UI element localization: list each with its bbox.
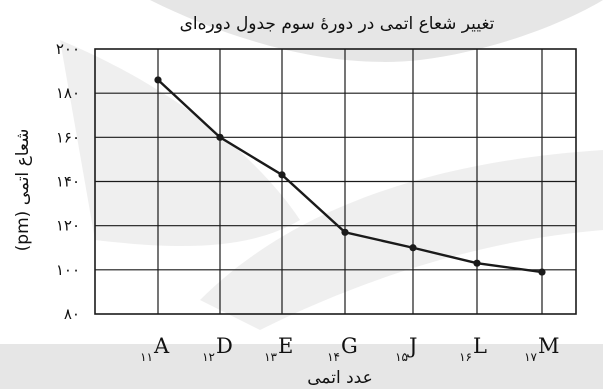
x-tick-label: A [153, 334, 170, 358]
x-tick-subscript: ۱۵ [395, 350, 408, 364]
data-point [278, 171, 286, 179]
chart-series [154, 76, 546, 276]
y-tick-label: ۱۴۰ [56, 173, 80, 191]
x-axis-label: عدد اتمی [307, 368, 373, 388]
data-point [538, 268, 546, 276]
x-tick-subscript: ۱۱ [140, 350, 153, 364]
y-tick-label: ۱۸۰ [56, 84, 80, 102]
data-point [409, 244, 417, 252]
y-tick-label: ۱۶۰ [56, 128, 80, 146]
x-tick-label: M [538, 334, 560, 358]
y-tick-label: ۸۰ [64, 305, 80, 323]
y-tick-label: ۱۲۰ [56, 217, 80, 235]
x-tick-subscript: ۱۲ [202, 350, 215, 364]
data-point [216, 133, 224, 141]
x-tick-subscript: ۱۷ [524, 350, 537, 364]
x-tick-label: D [216, 334, 233, 358]
x-tick-label: J [407, 334, 417, 358]
x-tick-label: G [341, 334, 358, 358]
x-tick-subscript: ۱۶ [459, 350, 472, 364]
data-point [341, 228, 349, 236]
chart-labels: ۸۰ ۱۰۰ ۱۲۰ ۱۴۰ ۱۶۰ ۱۸۰ ۲۰۰ ۱۱ A ۱۲ D ۱۳ E ۱۴ G ۱۵ J ۱۶ L ۱۷… [13, 14, 560, 388]
y-tick-label: ۱۰۰ [56, 261, 80, 279]
x-tick-label: L [473, 334, 487, 358]
watermark-band-bottom [0, 344, 603, 389]
y-tick-label: ۲۰۰ [56, 40, 80, 58]
data-point [154, 76, 162, 84]
x-tick-label: E [278, 334, 293, 358]
chart-title: تغییر شعاع اتمی در دورهٔ سوم جدول دوره‌ا… [180, 14, 495, 34]
data-point [473, 259, 481, 267]
y-axis-label: شعاع اتمی (pm) [13, 129, 33, 252]
x-tick-subscript: ۱۴ [327, 350, 340, 364]
watermark-shape-top [150, 0, 603, 62]
watermark-shape-right [200, 150, 603, 330]
x-tick-subscript: ۱۳ [264, 350, 277, 364]
watermark-shape-left [60, 40, 300, 246]
